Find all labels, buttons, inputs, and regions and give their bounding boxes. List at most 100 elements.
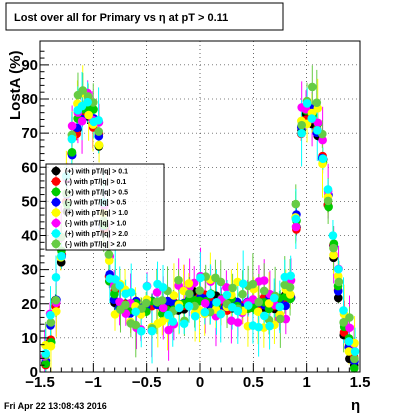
data-point xyxy=(228,283,237,293)
data-point xyxy=(168,317,178,326)
legend-marker xyxy=(51,197,61,207)
x-tick-label: 0 xyxy=(196,374,204,391)
data-point xyxy=(350,364,359,373)
data-point xyxy=(41,349,50,358)
y-tick-label: 50 xyxy=(21,193,38,210)
data-point xyxy=(104,256,114,265)
data-point xyxy=(89,105,98,114)
data-point xyxy=(121,300,130,310)
data-point xyxy=(259,311,269,321)
data-point xyxy=(57,251,66,261)
data-point xyxy=(67,134,77,144)
data-point xyxy=(329,243,338,253)
data-point xyxy=(104,250,114,259)
data-point xyxy=(275,302,285,312)
y-tick-label: 0 xyxy=(30,364,38,381)
data-point xyxy=(307,114,317,123)
chart-title: Lost over all for Primary vs η at pT > 0… xyxy=(14,12,228,24)
data-point xyxy=(141,298,151,308)
data-point xyxy=(179,319,189,329)
data-point xyxy=(313,118,323,128)
legend-box xyxy=(45,163,165,251)
data-point xyxy=(318,135,327,145)
data-point xyxy=(131,320,141,330)
data-point xyxy=(329,250,338,260)
data-point xyxy=(344,347,354,356)
data-point xyxy=(169,291,179,300)
y-tick-label: 80 xyxy=(21,91,38,108)
y-tick-label: 20 xyxy=(21,296,38,313)
x-tick-label: 1 xyxy=(302,374,310,391)
data-point xyxy=(238,279,248,288)
data-point xyxy=(339,318,348,327)
legend-marker xyxy=(51,239,61,249)
data-point xyxy=(147,326,157,336)
data-point xyxy=(126,288,136,297)
legend-marker xyxy=(51,229,61,238)
data-markers xyxy=(40,82,360,373)
data-point xyxy=(286,290,295,299)
data-point xyxy=(46,341,56,351)
y-tick-label: 40 xyxy=(21,228,38,245)
data-point xyxy=(222,283,231,292)
data-point xyxy=(222,290,232,300)
data-point xyxy=(248,279,258,289)
data-point xyxy=(344,337,354,346)
data-point xyxy=(152,288,162,297)
data-point xyxy=(243,301,253,310)
data-point xyxy=(233,306,243,316)
data-point xyxy=(345,313,354,322)
data-point xyxy=(312,98,322,107)
legend-marker xyxy=(51,166,61,176)
legend-label: (-) with pT/|q| > 0.1 xyxy=(65,179,126,186)
data-point xyxy=(297,128,306,138)
data-point xyxy=(200,299,210,308)
x-tick-label: −1 xyxy=(85,374,102,391)
data-point xyxy=(323,196,333,206)
data-point xyxy=(196,273,205,283)
data-point xyxy=(216,309,226,319)
data-point xyxy=(157,296,167,305)
data-point xyxy=(190,311,200,321)
legend-label: (+) with pT/|q| > 0.1 xyxy=(65,169,128,176)
data-point xyxy=(51,295,61,305)
legend-label: (+) with pT/|q| > 0.5 xyxy=(65,189,128,196)
x-tick-label: 1.5 xyxy=(350,374,371,391)
data-point xyxy=(206,289,215,299)
data-point xyxy=(254,297,264,307)
data-point xyxy=(94,140,104,150)
y-tick-label: 30 xyxy=(21,262,38,279)
title-box xyxy=(5,2,284,31)
axis-ticks xyxy=(39,50,361,373)
data-point xyxy=(174,275,183,285)
data-point xyxy=(174,303,184,313)
data-point xyxy=(142,281,152,291)
legend-marker xyxy=(51,177,61,186)
x-tick-label: 0.5 xyxy=(243,374,264,391)
data-point xyxy=(46,318,56,327)
data-point xyxy=(276,314,285,324)
data-point xyxy=(184,302,194,311)
legend-label: (+) with pT/|q| > 2.0 xyxy=(65,231,128,238)
data-point xyxy=(297,120,306,130)
data-point xyxy=(259,286,269,296)
data-point xyxy=(185,289,194,299)
data-point xyxy=(51,273,61,282)
data-point xyxy=(333,293,343,303)
data-point xyxy=(350,354,359,364)
y-tick-label: 70 xyxy=(21,125,38,142)
data-point xyxy=(195,286,204,295)
data-point xyxy=(212,298,221,307)
data-point xyxy=(227,316,236,326)
data-point xyxy=(334,277,344,287)
data-point xyxy=(67,121,77,131)
data-point xyxy=(350,347,360,356)
legend: (+) with pT/|q| > 0.1 (-) with pT/|q| > 0… xyxy=(45,163,165,251)
data-point xyxy=(259,276,269,285)
data-point xyxy=(216,277,226,287)
data-point xyxy=(46,310,55,320)
data-point xyxy=(184,279,194,288)
data-point xyxy=(253,307,263,317)
data-point xyxy=(291,214,301,224)
